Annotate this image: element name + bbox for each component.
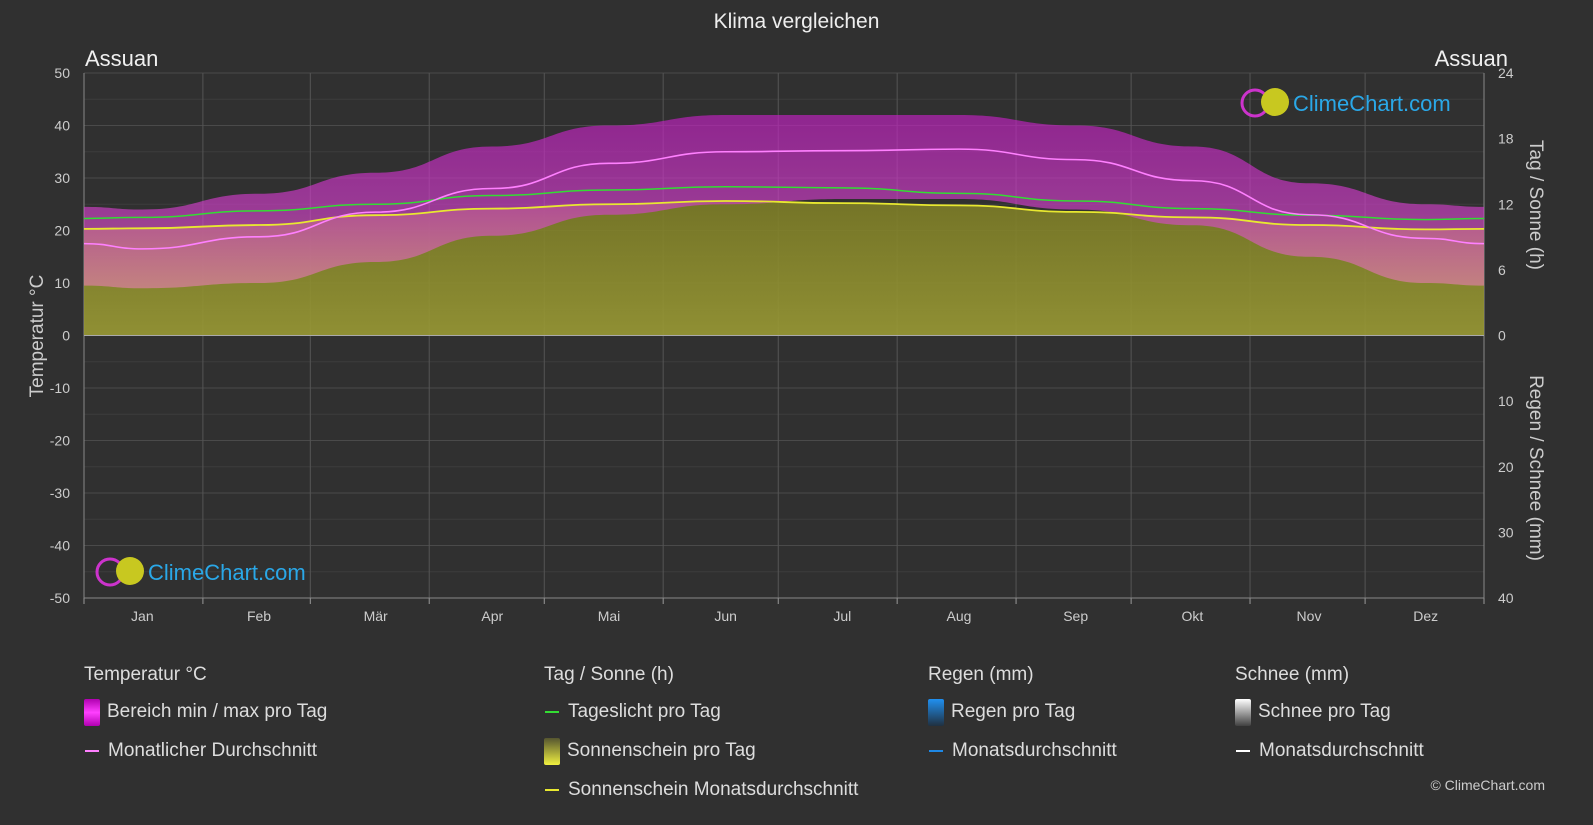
rain-swatch	[928, 698, 944, 726]
legend-item-sunshine: Sonnenschein pro Tag	[544, 737, 858, 765]
right-top-tick-label: 6	[1498, 262, 1506, 278]
legend-item-temp-avg: Monatlicher Durchschnitt	[84, 739, 327, 763]
logo-sun-icon	[1261, 88, 1289, 116]
legend-label: Sonnenschein Monatsdurchschnitt	[568, 779, 859, 800]
left-tick-label: -10	[50, 380, 70, 396]
month-label: Jun	[714, 608, 737, 624]
legend-head-snow: Schnee (mm)	[1235, 664, 1350, 685]
legend-head-temperature: Temperatur °C	[84, 664, 207, 685]
legend-label: Schnee pro Tag	[1258, 701, 1391, 722]
axis-ticks: 50 40 30 20 10 0 -10 -20 -30 -40 -50 24 18 12 6 0 10 20 30…	[50, 65, 1514, 624]
rain-avg-swatch	[929, 750, 943, 752]
right-bottom-tick-label: 20	[1498, 459, 1514, 475]
month-label: Jan	[131, 608, 154, 624]
legend-item-snow-avg: Monatsdurchschnitt	[1235, 739, 1424, 763]
right-axis-bottom-title: Regen / Schnee (mm)	[1525, 375, 1546, 561]
location-left: Assuan	[85, 46, 159, 71]
month-label: Feb	[247, 608, 271, 624]
legend-sun: Tag / Sonne (h) Tageslicht pro Tag Sonne…	[544, 664, 858, 817]
left-tick-label: 0	[62, 328, 70, 344]
logo-text-top: ClimeChart.com	[1293, 91, 1451, 116]
right-top-tick-label: 18	[1498, 131, 1514, 147]
left-tick-label: -30	[50, 485, 70, 501]
right-bottom-tick-label: 40	[1498, 590, 1514, 606]
sunshine-avg-line	[83, 200, 1485, 231]
legend-label: Monatlicher Durchschnitt	[108, 740, 318, 761]
location-right: Assuan	[1434, 46, 1508, 71]
chart-title: Klima vergleichen	[713, 10, 880, 33]
temp-avg-swatch	[85, 750, 99, 752]
month-label: Okt	[1181, 608, 1203, 624]
legend-item-daylight: Tageslicht pro Tag	[544, 700, 858, 724]
daylight-line	[83, 185, 1485, 221]
temp-range-swatch	[84, 698, 100, 726]
right-bottom-tick-label: 10	[1498, 393, 1514, 409]
right-top-tick-label: 0	[1498, 328, 1506, 344]
left-tick-label: -50	[50, 590, 70, 606]
legend-label: Regen pro Tag	[951, 701, 1076, 722]
month-label: Aug	[947, 608, 972, 624]
left-tick-label: 40	[54, 118, 70, 134]
month-label: Sep	[1063, 608, 1088, 624]
left-tick-label: -40	[50, 538, 70, 554]
legend-label: Tageslicht pro Tag	[568, 701, 721, 722]
right-axis-top-title: Tag / Sonne (h)	[1525, 140, 1546, 270]
month-label: Mär	[364, 608, 388, 624]
legend-head-sun: Tag / Sonne (h)	[544, 664, 674, 685]
legend-label: Bereich min / max pro Tag	[107, 701, 328, 722]
legend-item-snow: Schnee pro Tag	[1235, 698, 1424, 726]
daylight-swatch	[545, 711, 559, 713]
logo-top: ClimeChart.com	[1240, 88, 1451, 118]
logo-text-bottom: ClimeChart.com	[148, 560, 306, 585]
legend-temperature: Temperatur °C Bereich min / max pro Tag …	[84, 664, 327, 778]
logo-bottom: ClimeChart.com	[95, 557, 306, 587]
legend-label: Monatsdurchschnitt	[952, 740, 1117, 761]
data-lines	[83, 148, 1485, 336]
month-label: Jul	[833, 608, 851, 624]
left-tick-label: 50	[54, 65, 70, 81]
snow-avg-swatch	[1236, 750, 1250, 752]
right-bottom-tick-label: 30	[1498, 524, 1514, 540]
snow-swatch	[1235, 698, 1251, 726]
logo-sun-icon	[116, 557, 144, 585]
left-tick-label: 30	[54, 170, 70, 186]
left-axis-title: Temperatur °C	[27, 275, 48, 398]
sunshine-avg-swatch	[545, 789, 559, 791]
legend-item-temp-range: Bereich min / max pro Tag	[84, 698, 328, 726]
month-label: Nov	[1297, 608, 1322, 624]
legend-head-rain: Regen (mm)	[928, 664, 1034, 685]
legend-item-rain: Regen pro Tag	[928, 698, 1117, 726]
month-label: Mai	[598, 608, 621, 624]
legend-rain: Regen (mm) Regen pro Tag Monatsdurchschn…	[928, 664, 1117, 778]
data-areas	[84, 115, 1484, 336]
legend-label: Sonnenschein pro Tag	[567, 740, 756, 761]
sunshine-swatch	[544, 737, 560, 765]
legend-label: Monatsdurchschnitt	[1259, 740, 1424, 761]
legend-snow: Schnee (mm) Schnee pro Tag Monatsdurchsc…	[1235, 664, 1424, 778]
month-label: Apr	[481, 608, 503, 624]
left-tick-label: 20	[54, 223, 70, 239]
right-top-tick-label: 12	[1498, 196, 1514, 212]
temp-avg-line	[83, 148, 1485, 250]
copyright: © ClimeChart.com	[1430, 777, 1545, 793]
month-label: Dez	[1413, 608, 1438, 624]
left-tick-label: 10	[54, 275, 70, 291]
left-tick-label: -20	[50, 433, 70, 449]
right-top-tick-label: 24	[1498, 65, 1514, 81]
legend-item-sunshine-avg: Sonnenschein Monatsdurchschnitt	[544, 778, 858, 802]
legend-item-rain-avg: Monatsdurchschnitt	[928, 739, 1117, 763]
